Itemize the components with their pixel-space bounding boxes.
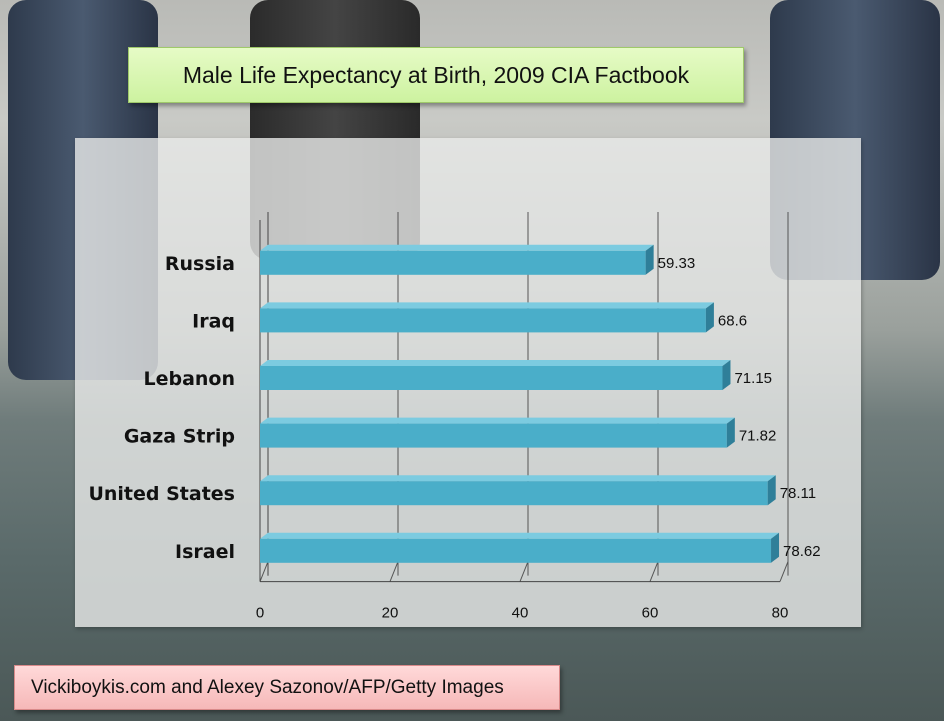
category-label: Lebanon — [143, 368, 235, 390]
bar-top-face — [260, 417, 735, 424]
bar-side-face — [771, 532, 780, 563]
bar-chart: 0 20 40 60 80 Russia 59.33 Iraq 68.6 Lebanon 71.15… — [88, 212, 821, 622]
bar-side-face — [726, 417, 735, 448]
data-label: 71.82 — [739, 428, 777, 445]
x-tick-label: 0 — [256, 605, 264, 622]
x-tick-label: 20 — [382, 605, 399, 622]
category-label: Russia — [165, 253, 235, 275]
bar-side-face — [767, 475, 776, 506]
bar-russia — [260, 250, 646, 275]
data-label: 59.33 — [658, 255, 696, 272]
slide-title: Male Life Expectancy at Birth, 2009 CIA … — [128, 47, 744, 103]
data-label: 68.6 — [718, 312, 747, 329]
bar-top-face — [260, 360, 731, 366]
bar-top-face — [260, 302, 714, 309]
image-credit: Vickiboykis.com and Alexey Sazonov/AFP/G… — [14, 665, 560, 710]
category-label: Israel — [175, 541, 235, 563]
bar-israel — [260, 538, 772, 563]
bar-gaza-strip — [260, 423, 727, 448]
bar-side-face — [645, 244, 654, 275]
bar-side-face — [705, 302, 714, 333]
x-tick-label: 80 — [772, 605, 789, 622]
x-tick-label: 40 — [512, 605, 529, 622]
bar-lebanon — [260, 366, 723, 390]
floor-tick-20 — [389, 561, 399, 582]
bar-top-face — [260, 532, 780, 539]
category-label: United States — [88, 483, 235, 505]
data-label: 78.11 — [780, 485, 816, 502]
category-label: Iraq — [192, 310, 235, 332]
bar-top-face — [260, 244, 654, 251]
chart-panel: 0 20 40 60 80 Russia 59.33 Iraq 68.6 Lebanon 71.15… — [75, 138, 861, 627]
data-label: 78.62 — [783, 543, 821, 560]
floor-tick-40 — [519, 561, 529, 582]
bar-iraq — [260, 308, 706, 333]
floor-tick-60 — [649, 561, 659, 582]
floor-tick-80 — [779, 561, 789, 582]
floor-tick-0 — [259, 561, 269, 582]
bar-side-face — [722, 360, 731, 390]
x-tick-label: 60 — [642, 605, 659, 622]
bar-top-face — [260, 475, 776, 482]
data-label: 71.15 — [734, 370, 772, 387]
bar-united-states — [260, 481, 768, 506]
category-label: Gaza Strip — [124, 426, 235, 448]
